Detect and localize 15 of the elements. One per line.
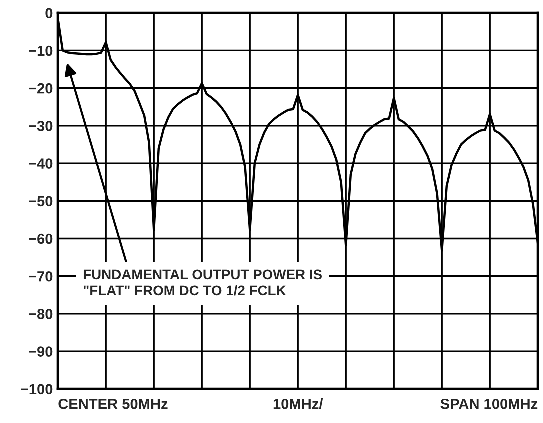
text: CENTER 50MHz <box>58 398 168 410</box>
y-tick-label: 0 <box>46 8 53 19</box>
y-tick-label: −90 <box>29 346 53 357</box>
y-tick-label: −80 <box>29 309 53 320</box>
y-tick-label: −20 <box>29 83 53 94</box>
y-tick-label: −10 <box>29 46 53 56</box>
y-tick-label: −40 <box>29 158 53 169</box>
y-tick-label: −30 <box>29 121 53 132</box>
y-tick-label: −70 <box>29 271 53 282</box>
y-tick-label: −60 <box>29 234 53 244</box>
annotation: FUNDAMENTAL OUTPUT POWER IS "FLAT" FROM DC TO 1/2 FCLK <box>84 270 322 296</box>
text: SPAN 100MHz <box>440 398 538 410</box>
y-tick-label: −100 <box>21 384 53 395</box>
text: 10MHz/ <box>274 398 324 410</box>
y-tick-label: −50 <box>29 196 53 207</box>
